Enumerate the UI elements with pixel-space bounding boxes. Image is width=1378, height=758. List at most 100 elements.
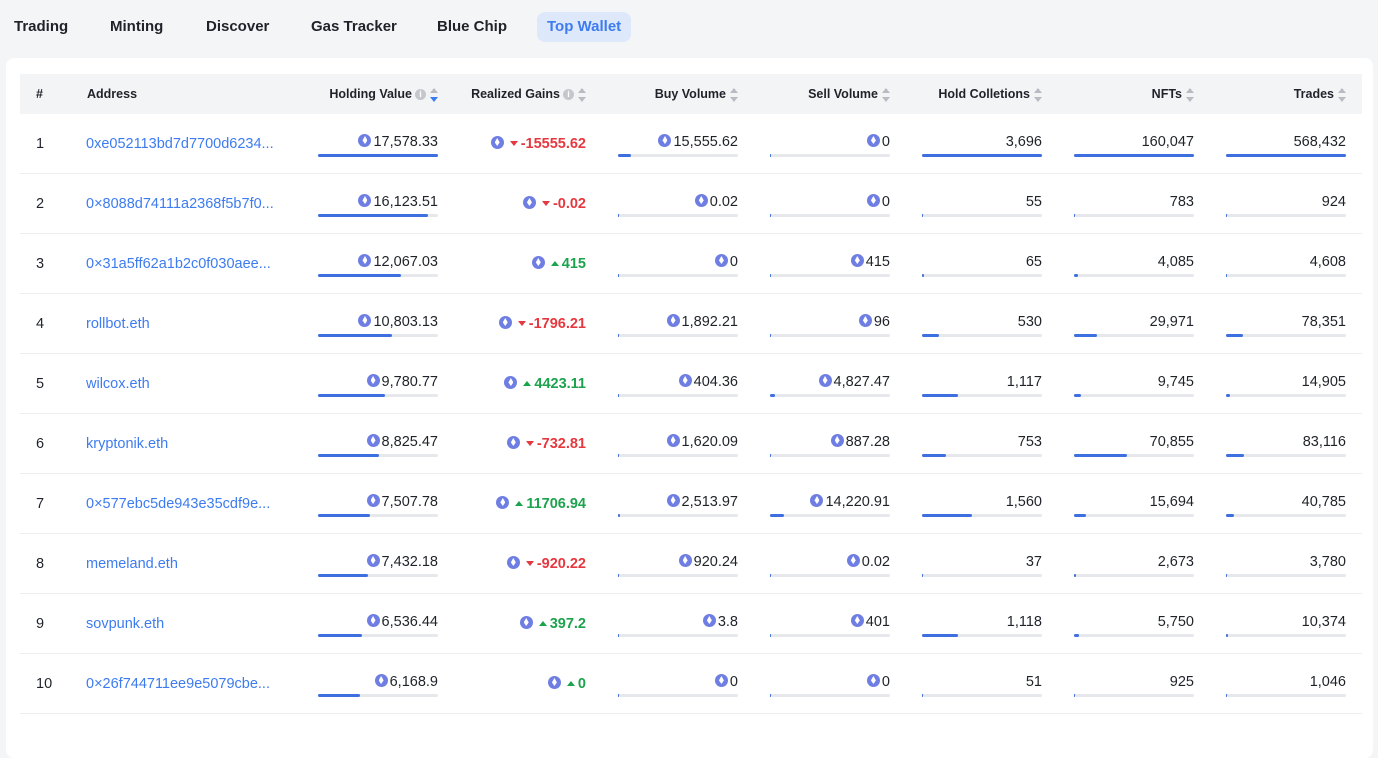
- eth-icon: [519, 616, 533, 629]
- nfts-bar-fill: [1074, 334, 1097, 337]
- column-header-trades[interactable]: Trades: [1294, 74, 1346, 114]
- realized-gains-cell: -0.02: [522, 196, 586, 212]
- sort-icon[interactable]: [430, 87, 438, 102]
- hold-collections-cell: 55: [1026, 194, 1042, 210]
- holding-value-bar-fill: [318, 274, 401, 277]
- table-row: 6 kryptonik.eth 8,825.47 1,620.09 887.28 753 7…: [20, 414, 1362, 474]
- info-icon[interactable]: i: [415, 89, 426, 101]
- tab-top-wallet[interactable]: Top Wallet: [537, 12, 632, 42]
- realized-gains-cell: -732.81: [506, 436, 586, 452]
- trades-cell: 4,608: [1310, 254, 1346, 270]
- nfts-bar-fill: [1074, 634, 1079, 637]
- sort-icon[interactable]: [882, 87, 890, 102]
- tab-minting[interactable]: Minting: [110, 18, 164, 35]
- wallet-address-link[interactable]: memeland.eth: [86, 556, 178, 572]
- column-header-nfts[interactable]: NFTs: [1152, 74, 1194, 114]
- tab-discover[interactable]: Discover: [206, 18, 270, 35]
- column-header-realized-gains[interactable]: Realized Gains i: [471, 74, 586, 114]
- hold-collections-cell: 530: [1018, 314, 1042, 330]
- eth-icon: [366, 614, 380, 627]
- sell-volume-value: 887.28: [845, 434, 890, 450]
- buy-volume-bar: [618, 274, 738, 277]
- trades-cell: 568,432: [1294, 134, 1346, 150]
- sort-icon[interactable]: [1186, 87, 1194, 102]
- sell-volume-bar-fill: [770, 154, 771, 157]
- realized-gains-cell: -920.22: [506, 556, 586, 572]
- sort-icon[interactable]: [730, 87, 738, 102]
- hold-collections-value: 1,560: [1005, 494, 1042, 510]
- wallet-address-link[interactable]: 0×577ebc5de943e35cdf9e...: [86, 496, 271, 512]
- column-header-address: Address: [87, 87, 138, 101]
- eth-icon: [531, 256, 545, 269]
- sort-icon[interactable]: [1034, 87, 1042, 102]
- eth-icon: [498, 316, 512, 329]
- buy-volume-bar-fill: [618, 574, 620, 577]
- wallet-address-link[interactable]: kryptonik.eth: [86, 436, 169, 452]
- holding-value-value: 7,507.78: [381, 494, 438, 510]
- column-header-buy-volume[interactable]: Buy Volume: [655, 74, 738, 114]
- sell-volume-cell: 0: [866, 194, 890, 210]
- rank-cell: 7: [36, 496, 45, 512]
- tab-trading[interactable]: Trading: [14, 18, 69, 35]
- column-header-sell-volume[interactable]: Sell Volume: [808, 74, 890, 114]
- holding-value-bar: [318, 634, 438, 637]
- table-row: 2 0×8088d74111a2368f5b7f0... 16,123.51 0.02…: [20, 174, 1362, 234]
- sell-volume-cell: 96: [858, 314, 890, 330]
- eth-icon: [547, 676, 561, 689]
- tab-blue-chip[interactable]: Blue Chip: [437, 18, 507, 35]
- nfts-cell: 4,085: [1158, 254, 1194, 270]
- wallet-address-link[interactable]: 0×26f744711ee9e5079cbe...: [86, 676, 270, 692]
- nfts-value: 783: [1169, 194, 1194, 210]
- hold-collections-bar-fill: [922, 574, 924, 577]
- buy-volume-bar-fill: [618, 514, 621, 517]
- sell-volume-bar: [770, 214, 890, 217]
- eth-icon: [714, 674, 728, 687]
- hold-collections-value: 37: [1025, 554, 1042, 570]
- eth-icon: [366, 374, 380, 387]
- table-row: 9 sovpunk.eth 6,536.44 3.8 401 1,118 5,750 10,3…: [20, 594, 1362, 654]
- tab-gas-tracker[interactable]: Gas Tracker: [311, 18, 397, 35]
- info-icon[interactable]: i: [563, 89, 574, 101]
- sell-volume-cell: 401: [850, 614, 890, 630]
- wallet-address-link[interactable]: rollbot.eth: [86, 316, 150, 332]
- buy-volume-value: 1,892.21: [681, 314, 738, 330]
- sort-icon[interactable]: [1338, 87, 1346, 102]
- table-row: 3 0×31a5ff62a1b2c0f030aee... 12,067.03 0 415…: [20, 234, 1362, 294]
- realized-gains-value: 11706.94: [526, 496, 586, 512]
- sort-icon[interactable]: [578, 87, 586, 102]
- wallet-address-link[interactable]: 0×8088d74111a2368f5b7f0...: [86, 196, 274, 212]
- nfts-value: 2,673: [1157, 554, 1194, 570]
- wallet-address-link[interactable]: 0xe052113bd7d7700d6234...: [86, 136, 274, 152]
- sell-volume-bar-fill: [770, 694, 771, 697]
- eth-icon: [374, 674, 388, 687]
- eth-icon: [850, 254, 864, 267]
- table-row: 7 0×577ebc5de943e35cdf9e... 7,507.78 2,513.…: [20, 474, 1362, 534]
- realized-gains-cell: -1796.21: [498, 316, 586, 332]
- eth-icon: [504, 376, 518, 389]
- eth-icon: [358, 134, 372, 147]
- nfts-bar-fill: [1074, 214, 1075, 217]
- nav-tabs: Trading Minting Discover Gas Tracker Blu…: [0, 0, 1378, 54]
- wallet-address-link[interactable]: 0×31a5ff62a1b2c0f030aee...: [86, 256, 271, 272]
- buy-volume-bar-fill: [618, 454, 620, 457]
- hold-collections-cell: 753: [1018, 434, 1042, 450]
- sell-volume-cell: 887.28: [830, 434, 890, 450]
- column-header-holding-value[interactable]: Holding Value i: [329, 74, 438, 114]
- holding-value-bar: [318, 154, 438, 157]
- wallet-address-link[interactable]: wilcox.eth: [86, 376, 150, 392]
- triangle-down-icon: [525, 561, 534, 566]
- nfts-value: 29,971: [1149, 314, 1194, 330]
- column-header-hold-collections[interactable]: Hold Colletions: [938, 74, 1042, 114]
- wallet-address-link[interactable]: sovpunk.eth: [86, 616, 165, 632]
- realized-gains-cell: 11706.94: [496, 496, 586, 512]
- triangle-up-icon: [523, 381, 532, 386]
- buy-volume-bar: [618, 514, 738, 517]
- nfts-bar: [1074, 634, 1194, 637]
- table-panel: [6, 58, 1373, 758]
- nfts-cell: 2,673: [1158, 554, 1194, 570]
- hold-collections-value: 1,117: [1006, 374, 1042, 390]
- sell-volume-cell: 14,220.91: [810, 494, 890, 510]
- hold-collections-value: 65: [1025, 254, 1042, 270]
- trades-value: 568,432: [1293, 134, 1346, 150]
- nfts-bar-fill: [1074, 514, 1086, 517]
